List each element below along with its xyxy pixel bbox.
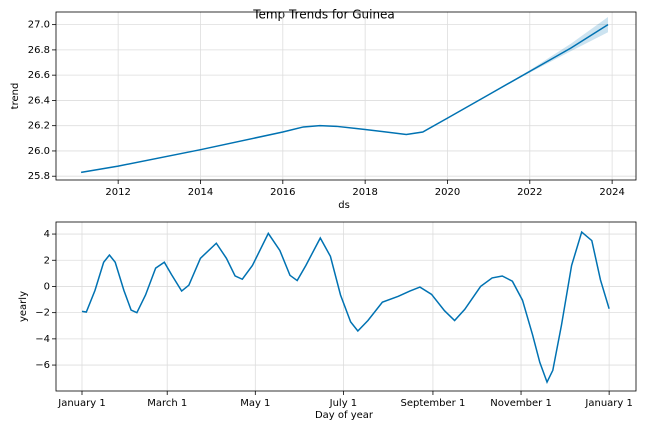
y-tick-label: 26.0	[28, 146, 50, 157]
x-tick-label: 2018	[352, 187, 377, 198]
y-axis-label: yearly	[18, 291, 29, 322]
y-tick-label: −4	[35, 334, 50, 345]
x-tick-label: January 1	[57, 398, 105, 409]
y-tick-label: 27.0	[28, 20, 50, 31]
y-tick-label: 25.8	[28, 171, 50, 182]
x-tick-label: 2012	[105, 187, 130, 198]
x-tick-label: 2014	[188, 187, 213, 198]
uncertainty-band	[81, 17, 609, 173]
y-tick-label: −6	[35, 360, 50, 371]
y-tick-label: 0	[44, 281, 50, 292]
line	[81, 230, 610, 384]
x-tick-label: 2020	[435, 187, 460, 198]
y-tick-label: 26.2	[28, 121, 50, 132]
x-tick-label: May 1	[240, 398, 270, 409]
plot-frame	[55, 221, 637, 392]
x-axis-label: Day of year	[315, 410, 374, 421]
y-tick-label: 26.8	[28, 45, 50, 56]
y-tick-label: −2	[35, 308, 50, 319]
y-axis-label: trend	[10, 83, 21, 110]
x-tick-label: September 1	[401, 398, 466, 409]
x-tick-label: January 1	[584, 398, 632, 409]
x-tick-label: 2022	[517, 187, 542, 198]
y-tick-label: 2	[44, 255, 50, 266]
x-tick-label: 2024	[599, 187, 624, 198]
x-axis-label: ds	[338, 200, 350, 211]
y-tick-label: 4	[44, 229, 50, 240]
plot-frame	[55, 11, 637, 181]
line	[80, 23, 609, 174]
x-tick-label: March 1	[147, 398, 187, 409]
y-tick-label: 26.6	[28, 70, 50, 81]
x-tick-label: 2016	[270, 187, 295, 198]
x-tick-label: July 1	[329, 398, 358, 409]
x-tick-label: November 1	[490, 398, 552, 409]
figure-title: Temp Trends for Guinea	[252, 8, 395, 22]
y-tick-label: 26.4	[28, 95, 50, 106]
